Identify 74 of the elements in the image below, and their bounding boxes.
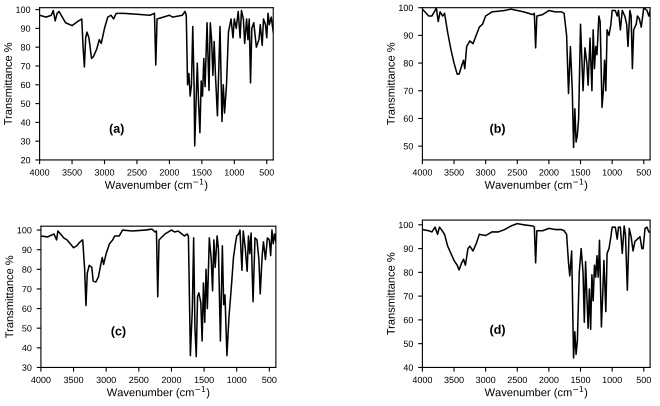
y-axis-title: Transmittance % <box>5 256 14 338</box>
x-tick-label: 1500 <box>192 169 212 176</box>
x-tick-label: 500 <box>636 169 651 176</box>
y-tick-label: 90 <box>404 246 414 252</box>
y-tick-label: 50 <box>404 143 414 150</box>
x-tick-label: 2500 <box>127 169 147 176</box>
x-tick-label: 1000 <box>227 376 246 384</box>
x-tick-label: 3000 <box>94 169 114 176</box>
x-tick-label: 2500 <box>508 169 527 176</box>
x-tick-label: 2000 <box>160 169 180 176</box>
y-tick-label: 70 <box>404 88 414 94</box>
y-tick-label: 100 <box>399 222 414 228</box>
y-tick-label: 50 <box>22 325 32 332</box>
y-tick-label: 90 <box>20 25 30 32</box>
y-tick-label: 80 <box>22 266 32 273</box>
x-tick-label: 1000 <box>224 169 244 176</box>
x-tick-label: 4000 <box>30 169 50 176</box>
x-tick-label: 2000 <box>539 169 559 176</box>
x-tick-label: 1000 <box>602 376 622 384</box>
annotation: (a) <box>110 124 124 136</box>
annotation: (d) <box>490 324 505 336</box>
x-tick-label: 3000 <box>476 376 496 384</box>
y-tick-label: 70 <box>20 62 30 70</box>
y-tick-label: 20 <box>20 156 30 164</box>
x-axis-title: Wavenumber (cm$^{−1}$) <box>106 386 210 398</box>
y-tick-label: 40 <box>22 344 32 352</box>
x-tick-label: 1500 <box>571 376 590 384</box>
x-axis-title: Wavenumber (cm$^{−1}$) <box>484 178 588 192</box>
y-axis-title: Transmittance % <box>4 42 12 126</box>
x-tick-label: 3500 <box>62 169 82 176</box>
x-tick-label: 2000 <box>539 376 559 384</box>
y-tick-label: 100 <box>16 6 30 13</box>
annotation: (c) <box>111 326 126 338</box>
y-tick-label: 30 <box>20 138 30 145</box>
y-tick-label: 100 <box>18 227 32 234</box>
y-tick-label: 100 <box>399 4 414 12</box>
x-tick-label: 3500 <box>444 376 464 384</box>
x-tick-label: 3500 <box>444 169 464 176</box>
y-tick-label: 60 <box>404 316 414 324</box>
x-tick-label: 4000 <box>412 169 432 176</box>
y-axis-title: Transmittance % <box>386 42 395 126</box>
x-tick-label: 4000 <box>412 376 432 384</box>
x-tick-label: 2000 <box>162 376 182 384</box>
y-tick-label: 60 <box>404 115 414 122</box>
x-tick-label: 2500 <box>508 376 527 384</box>
y-tick-label: 80 <box>404 269 414 276</box>
x-axis-title: Wavenumber (cm$^{−1}$) <box>484 386 588 398</box>
x-tick-label: 3000 <box>476 169 496 176</box>
x-tick-label: 4000 <box>31 376 51 384</box>
y-tick-label: 90 <box>404 32 414 39</box>
x-tick-label: 500 <box>260 169 274 176</box>
y-tick-label: 80 <box>404 60 414 66</box>
y-tick-label: 50 <box>20 100 30 107</box>
x-axis-title: Wavenumber (cm$^{−1}$) <box>104 178 208 192</box>
y-tick-label: 70 <box>404 293 414 300</box>
y-tick-label: 90 <box>22 246 32 254</box>
x-tick-label: 1500 <box>194 376 214 384</box>
y-tick-label: 30 <box>22 364 32 371</box>
y-tick-label: 80 <box>20 44 30 51</box>
y-axis-title: Transmittance % <box>386 252 395 335</box>
y-tick-label: 40 <box>20 119 30 126</box>
y-tick-label: 60 <box>20 82 30 88</box>
annotation: (b) <box>490 124 505 136</box>
y-tick-label: 60 <box>22 306 32 312</box>
y-tick-label: 50 <box>404 340 414 348</box>
y-tick-label: 40 <box>404 364 414 371</box>
x-tick-label: 3000 <box>96 376 116 384</box>
y-tick-label: 70 <box>22 286 32 292</box>
x-tick-label: 2500 <box>129 376 149 384</box>
x-tick-label: 1000 <box>602 169 622 176</box>
x-tick-label: 3500 <box>64 376 84 384</box>
x-tick-label: 500 <box>262 376 277 384</box>
x-tick-label: 1500 <box>571 169 590 176</box>
x-tick-label: 500 <box>636 376 651 384</box>
